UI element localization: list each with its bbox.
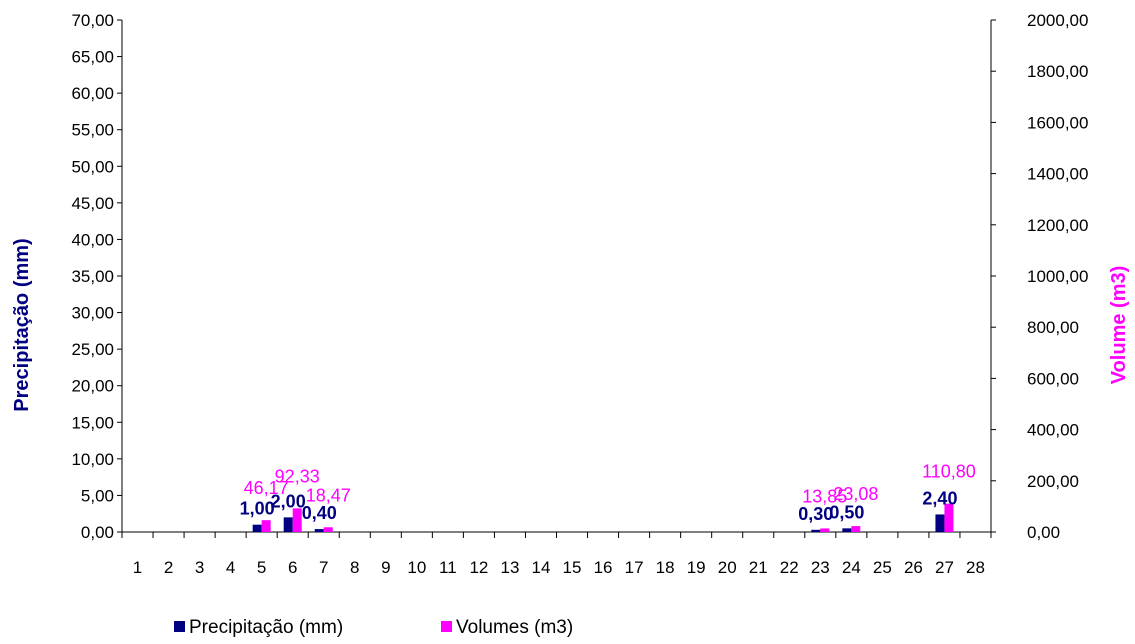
x-tick-label: 19 [687,558,706,577]
bar-volume [292,508,302,532]
x-tick-label: 3 [195,558,204,577]
x-tick-label: 11 [439,558,457,577]
x-tick-label: 15 [563,558,582,577]
data-label-volume: 46,17 [244,478,289,498]
legend-label-precipitacao: Precipitação (mm) [189,617,343,638]
x-tick-label: 28 [966,558,985,577]
left-tick-label: 25,00 [71,340,114,359]
left-axis-title: Precipitação (mm) [11,238,33,411]
left-tick-label: 50,00 [71,157,114,176]
bars [252,503,954,532]
left-tick-label: 45,00 [71,194,114,213]
bar-volume [944,503,954,532]
x-tick-label: 26 [904,558,923,577]
right-axis-title: Volume (m3) [1108,266,1130,385]
bar-precipitacao [811,529,821,532]
x-tick-label: 21 [749,558,768,577]
axes [121,20,992,533]
left-tick-label: 40,00 [71,230,114,249]
left-tick-label: 35,00 [71,267,114,286]
x-tick-label: 7 [319,558,328,577]
x-tick-label: 1 [133,558,142,577]
left-tick-label: 70,00 [71,11,114,30]
data-label-volume: 13,85 [802,486,847,506]
left-tick-label: 20,00 [71,377,114,396]
legend: Precipitação (mm) Volumes (m3) [174,617,573,638]
bar-precipitacao [283,517,293,532]
bar-volume [851,526,861,532]
data-label-precipitacao: 2,40 [922,488,957,508]
right-tick-label: 1200,00 [1027,216,1088,235]
bar-precipitacao [935,514,945,532]
x-tick-label: 12 [469,558,488,577]
left-tick-label: 30,00 [71,304,114,323]
right-tick-label: 2000,00 [1027,11,1088,30]
data-label-volume: 23,08 [833,484,878,504]
legend-swatch-precipitacao [174,621,185,632]
x-tick-label: 6 [288,558,297,577]
right-tick-label: 600,00 [1027,369,1079,388]
right-tick-label: 800,00 [1027,318,1079,337]
x-tick-label: 16 [594,558,613,577]
data-label-precipitacao: 0,50 [829,502,864,522]
bar-precipitacao [842,528,852,532]
x-tick-label: 27 [935,558,954,577]
x-tick-label: 9 [381,558,390,577]
left-axis-ticks: 0,00 5,00 10,00 15,00 20,00 25,00 30,00 35,00 40… [71,11,122,542]
left-tick-label: 5,00 [81,486,114,505]
left-tick-label: 15,00 [71,413,114,432]
legend-swatch-volumes [441,621,452,632]
left-tick-label: 10,00 [71,450,114,469]
right-tick-label: 1400,00 [1027,165,1088,184]
x-axis-ticks: 1 2 3 4 5 6 7 8 9 10 11 12 13 14 15 16 17 18 19 20 21 22 23 24 2… [121,532,992,577]
x-tick-label: 24 [842,558,861,577]
data-label-precipitacao: 0,30 [798,504,833,524]
x-tick-label: 25 [873,558,892,577]
right-tick-label: 400,00 [1027,421,1079,440]
right-tick-label: 200,00 [1027,472,1079,491]
bar-volume [261,520,271,532]
right-tick-label: 0,00 [1027,523,1060,542]
x-tick-label: 10 [407,558,426,577]
x-tick-label: 13 [500,558,519,577]
data-label-volume: 92,33 [275,466,320,486]
right-tick-label: 1000,00 [1027,267,1088,286]
data-label-precipitacao: 0,40 [302,503,337,523]
data-label-volume: 18,47 [306,485,351,505]
left-tick-label: 0,00 [81,523,114,542]
legend-label-volumes: Volumes (m3) [456,617,573,638]
right-tick-label: 1600,00 [1027,113,1088,132]
bar-precipitacao [252,524,262,532]
x-tick-label: 4 [226,558,235,577]
left-tick-label: 60,00 [71,84,114,103]
right-tick-label: 1800,00 [1027,62,1088,81]
x-tick-label: 5 [257,558,266,577]
x-tick-label: 22 [780,558,799,577]
x-tick-label: 14 [532,558,551,577]
bar-volume [820,528,830,532]
left-tick-label: 65,00 [71,48,114,67]
x-tick-label: 23 [811,558,830,577]
right-axis-ticks: 0,00 200,00 400,00 600,00 800,00 1000,00 1200,… [991,11,1088,542]
bar-volume [323,527,333,532]
data-label-volume: 110,80 [922,462,976,482]
x-tick-label: 17 [625,558,644,577]
x-tick-label: 8 [350,558,359,577]
data-label-precipitacao: 2,00 [271,491,306,511]
x-tick-label: 2 [164,558,173,577]
x-tick-label: 20 [718,558,737,577]
data-label-precipitacao: 1,00 [240,499,275,519]
left-tick-label: 55,00 [71,121,114,140]
bar-precipitacao [314,529,324,532]
x-tick-label: 18 [656,558,675,577]
